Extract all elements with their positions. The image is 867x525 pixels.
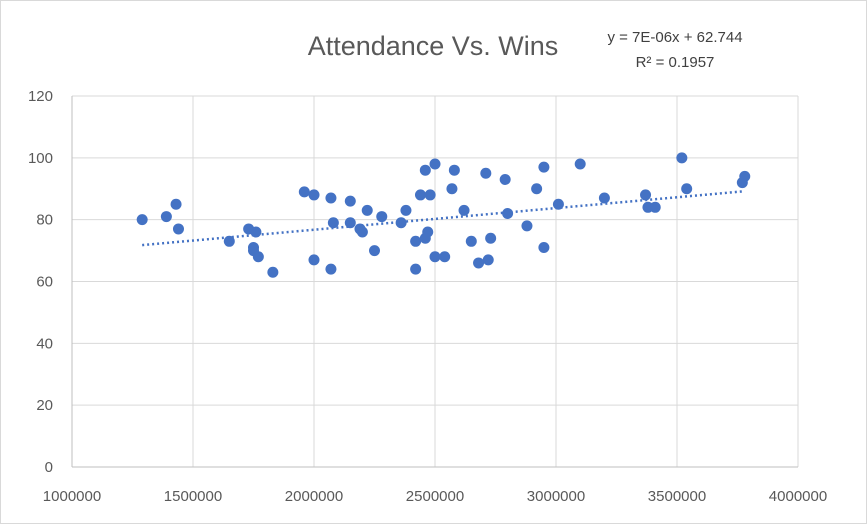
- data-point: [414, 189, 426, 201]
- data-point: [250, 226, 262, 238]
- data-point: [439, 251, 451, 263]
- data-point: [739, 170, 751, 182]
- gridlines: [72, 95, 799, 467]
- data-point: [681, 183, 693, 195]
- data-point: [298, 186, 310, 198]
- data-point: [410, 263, 422, 275]
- data-point: [400, 204, 412, 216]
- data-point: [361, 204, 373, 216]
- x-tick-label: 4000000: [769, 488, 827, 505]
- data-point: [448, 164, 460, 176]
- trendline-r-squared: R² = 0.1957: [636, 54, 715, 71]
- x-tick-label: 3000000: [527, 488, 585, 505]
- x-tick-label: 3500000: [648, 488, 706, 505]
- data-points: [136, 152, 751, 278]
- data-point: [649, 201, 661, 213]
- y-tick-label: 100: [28, 150, 53, 167]
- data-point: [482, 254, 494, 266]
- data-point: [422, 226, 434, 238]
- data-point: [676, 152, 688, 164]
- data-point: [465, 235, 477, 247]
- y-tick-label: 120: [28, 88, 53, 105]
- chart-title: Attendance Vs. Wins: [308, 31, 559, 61]
- data-point: [502, 207, 514, 219]
- trendline-equation: y = 7E-06x + 62.744: [607, 29, 742, 46]
- data-point: [424, 189, 436, 201]
- x-tick-label: 2000000: [285, 488, 343, 505]
- data-point: [419, 164, 431, 176]
- tick-labels: 0 20 40 60 80 100 120 1000000 1500000 2000000 2500…: [28, 88, 827, 505]
- data-point: [252, 251, 264, 263]
- data-point: [395, 217, 407, 229]
- data-point: [136, 214, 148, 226]
- data-point: [344, 217, 356, 229]
- y-tick-label: 40: [36, 335, 53, 352]
- data-point: [344, 195, 356, 207]
- y-tick-label: 20: [36, 397, 53, 414]
- data-point: [308, 189, 320, 201]
- data-point: [429, 251, 441, 263]
- data-point: [170, 198, 182, 210]
- data-point: [538, 241, 550, 253]
- data-point: [160, 211, 172, 223]
- data-point: [410, 235, 422, 247]
- data-point: [267, 266, 279, 278]
- data-point: [325, 192, 337, 204]
- y-tick-label: 60: [36, 274, 53, 291]
- data-point: [485, 232, 497, 244]
- data-point: [552, 198, 564, 210]
- data-point: [538, 161, 550, 173]
- data-point: [499, 173, 511, 185]
- trendline-layer: [142, 189, 745, 247]
- data-point: [223, 235, 235, 247]
- data-point: [325, 263, 337, 275]
- data-point: [480, 167, 492, 179]
- y-tick-label: 80: [36, 212, 53, 229]
- data-point: [531, 183, 543, 195]
- data-point: [521, 220, 533, 232]
- data-point: [429, 158, 441, 170]
- data-point: [356, 226, 368, 238]
- y-tick-label: 0: [45, 459, 53, 476]
- trendline: [142, 189, 745, 247]
- x-tick-label: 1500000: [164, 488, 222, 505]
- data-point: [598, 192, 610, 204]
- axes: [71, 96, 798, 468]
- x-tick-label: 2500000: [406, 488, 464, 505]
- data-point: [369, 245, 380, 257]
- data-point: [172, 223, 184, 235]
- x-tick-label: 1000000: [43, 488, 101, 505]
- data-point: [640, 189, 652, 201]
- data-point: [458, 204, 470, 216]
- data-point: [473, 257, 485, 269]
- data-point: [574, 158, 586, 170]
- data-point: [308, 254, 320, 266]
- data-point: [446, 183, 458, 195]
- data-point: [327, 217, 339, 229]
- data-point: [376, 211, 388, 223]
